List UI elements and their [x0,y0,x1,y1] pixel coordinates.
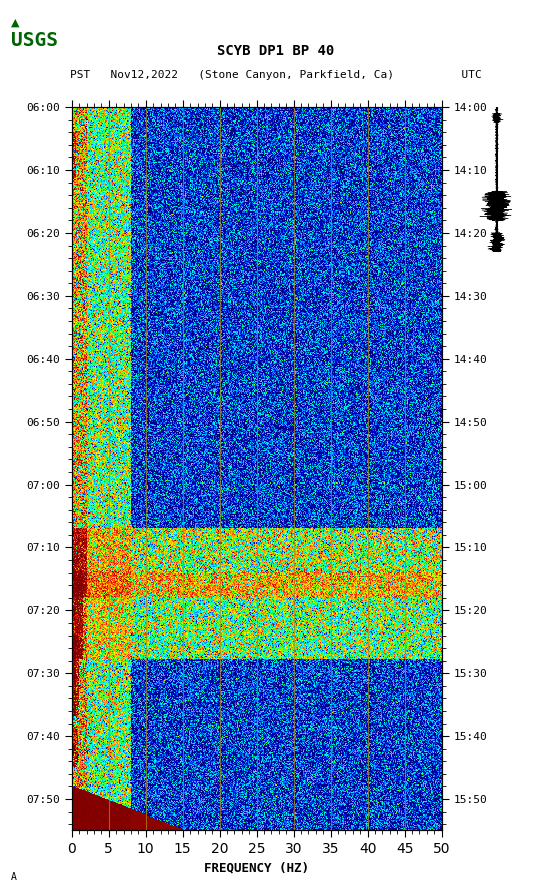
Text: A: A [11,872,17,881]
Text: SCYB DP1 BP 40: SCYB DP1 BP 40 [217,44,335,58]
X-axis label: FREQUENCY (HZ): FREQUENCY (HZ) [204,862,309,875]
Text: USGS: USGS [11,31,58,50]
Text: PST   Nov12,2022   (Stone Canyon, Parkfield, Ca)          UTC: PST Nov12,2022 (Stone Canyon, Parkfield,… [70,71,482,80]
Text: ▲: ▲ [11,18,19,28]
